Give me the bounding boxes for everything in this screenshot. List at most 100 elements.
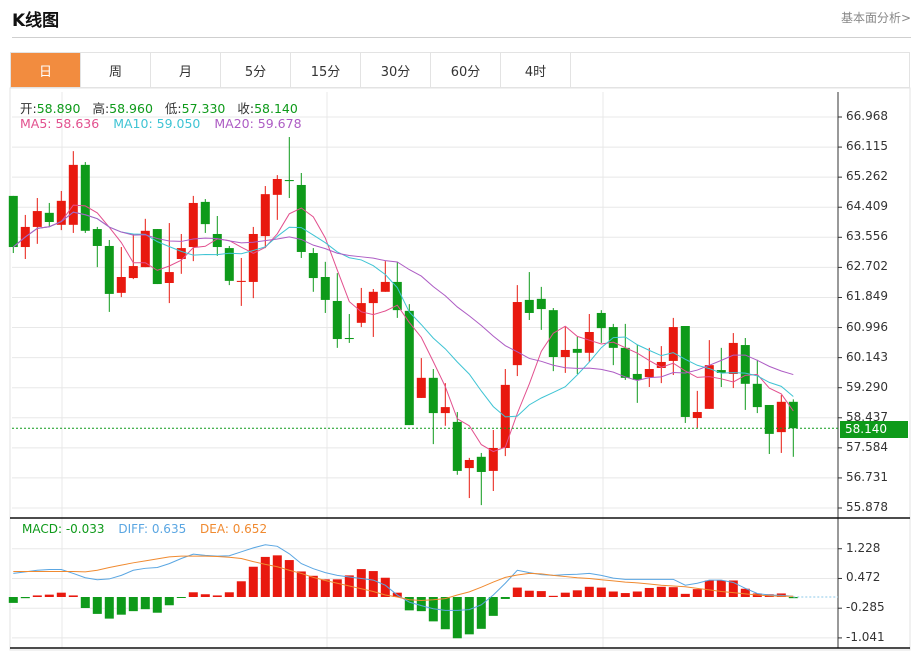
close-value: 58.140 xyxy=(254,101,298,116)
high-label: 高: xyxy=(92,101,110,116)
candle-body xyxy=(236,280,246,282)
candle-body xyxy=(140,230,150,268)
macd-bar xyxy=(584,586,594,597)
candle-body xyxy=(452,421,462,471)
macd-bar xyxy=(32,595,42,597)
macd-bar xyxy=(680,593,690,597)
macd-bar xyxy=(128,597,138,612)
candle-body xyxy=(572,348,582,353)
candle-body xyxy=(644,369,654,378)
current-price-label: 58.140 xyxy=(840,421,908,438)
ma5-value: MA5: 58.636 xyxy=(20,116,100,131)
candle-body xyxy=(740,345,750,384)
macd-bar xyxy=(224,592,234,597)
candle-body xyxy=(596,312,606,329)
macd-bar xyxy=(260,556,270,597)
macd-bar xyxy=(740,588,750,597)
candle-body xyxy=(704,365,714,409)
macd-bar xyxy=(488,597,498,616)
tab-5min[interactable]: 5分 xyxy=(221,53,291,87)
candle-body xyxy=(176,248,186,260)
macd-bar xyxy=(272,555,282,597)
candle-body xyxy=(296,184,306,252)
macd-bar xyxy=(80,597,90,609)
macd-bar xyxy=(608,591,618,597)
low-label: 低: xyxy=(164,101,182,116)
chart-frame xyxy=(9,87,911,651)
tab-week[interactable]: 周 xyxy=(81,53,151,87)
candle-body xyxy=(332,300,342,340)
tab-15min[interactable]: 15分 xyxy=(291,53,361,87)
candle-body xyxy=(404,310,414,426)
price-tick-label: 61.849 xyxy=(846,289,888,304)
tab-30min[interactable]: 30分 xyxy=(361,53,431,87)
candle-body xyxy=(632,373,642,380)
candle-body xyxy=(440,407,450,414)
macd-bar xyxy=(380,577,390,597)
macd-bar xyxy=(356,569,366,597)
macd-tick-label: 1.228 xyxy=(846,540,881,555)
macd-bar xyxy=(728,580,738,597)
macd-value: MACD: -0.033 xyxy=(22,522,105,536)
macd-tick-label: -0.285 xyxy=(846,600,885,615)
macd-bar xyxy=(8,597,18,603)
macd-bar xyxy=(212,595,222,597)
candle-body xyxy=(476,456,486,472)
candle-body xyxy=(68,164,78,225)
macd-bar xyxy=(644,587,654,597)
macd-bar xyxy=(548,595,558,597)
candle-body xyxy=(368,291,378,304)
ohlc-legend: 开:58.890 高:58.960 低:57.330 收:58.140 xyxy=(20,98,306,117)
tab-4hour[interactable]: 4时 xyxy=(501,53,571,87)
candle-body xyxy=(668,327,678,361)
candle-body xyxy=(272,178,282,195)
macd-bar xyxy=(200,594,210,597)
tab-60min[interactable]: 60分 xyxy=(431,53,501,87)
candle-body xyxy=(188,202,198,248)
macd-bar xyxy=(560,592,570,597)
tab-month[interactable]: 月 xyxy=(151,53,221,87)
candle-body xyxy=(512,302,522,366)
candle-body xyxy=(524,299,534,313)
macd-bar xyxy=(512,587,522,597)
macd-bar xyxy=(368,571,378,597)
ma20-value: MA20: 59.678 xyxy=(214,116,302,131)
macd-bar xyxy=(704,580,714,597)
macd-bar xyxy=(620,593,630,597)
candle-body xyxy=(752,383,762,408)
price-tick-label: 63.556 xyxy=(846,229,888,244)
macd-bar xyxy=(236,581,246,597)
open-value: 58.890 xyxy=(36,101,81,116)
candle-body xyxy=(128,266,138,279)
macd-bar xyxy=(152,597,162,613)
price-tick-label: 59.290 xyxy=(846,379,888,394)
dea-line xyxy=(13,555,794,602)
macd-bar xyxy=(20,597,30,599)
candle-body xyxy=(308,253,318,279)
macd-bar xyxy=(296,571,306,597)
divider xyxy=(12,37,911,38)
candle-body xyxy=(716,370,726,373)
ma-legend: MA5: 58.636 MA10: 59.050 MA20: 59.678 xyxy=(20,116,312,131)
candle-body xyxy=(80,164,90,231)
macd-bar xyxy=(332,579,342,597)
macd-bar xyxy=(320,579,330,597)
diff-value: DIFF: 0.635 xyxy=(118,522,187,536)
ma10-value: MA10: 59.050 xyxy=(113,116,201,131)
candle-body xyxy=(164,272,174,283)
candle-body xyxy=(152,229,162,285)
macd-bar xyxy=(476,597,486,629)
candle-body xyxy=(536,298,546,310)
candle-body xyxy=(560,349,570,358)
close-label: 收: xyxy=(237,101,255,116)
candle-body xyxy=(428,377,438,414)
tab-day[interactable]: 日 xyxy=(11,53,81,87)
candle-body xyxy=(92,229,102,246)
candle-body xyxy=(656,361,666,368)
page-title: K线图 xyxy=(12,11,60,31)
macd-bar xyxy=(116,597,126,615)
fundamental-analysis-link[interactable]: 基本面分析> xyxy=(840,11,911,25)
price-tick-label: 64.409 xyxy=(846,199,888,214)
